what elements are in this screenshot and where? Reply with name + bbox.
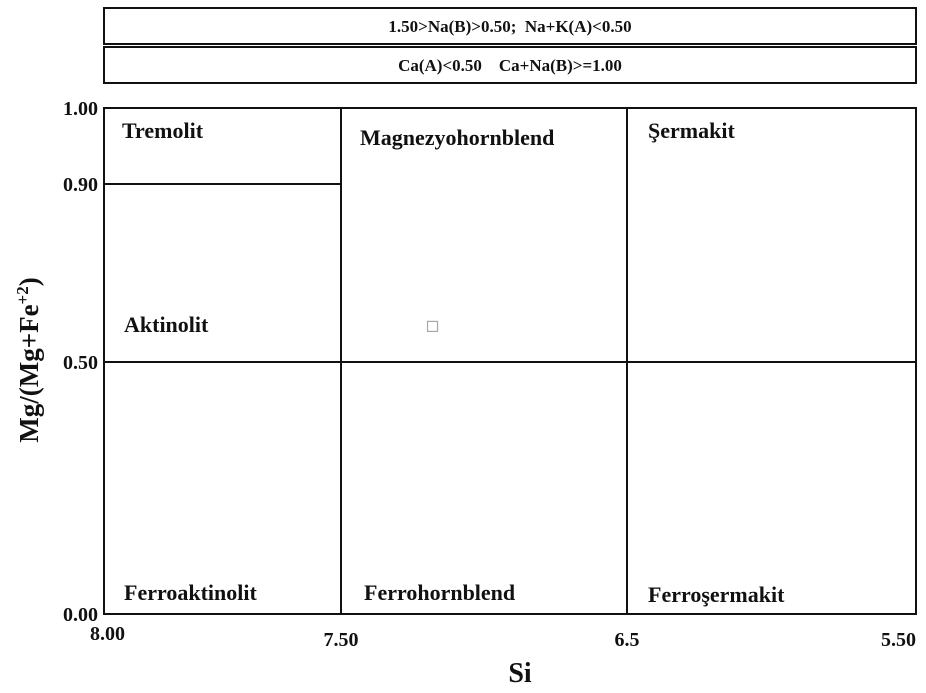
- x-tick-label: 7.50: [324, 629, 359, 651]
- y-axis-title: Mg/(Mg+Fe+2): [13, 277, 44, 443]
- field-label: Ferroşermakit: [648, 582, 785, 607]
- data-point: [426, 320, 439, 332]
- x-tick-label: 6.5: [615, 629, 640, 651]
- y-tick-label: 0.00: [63, 604, 98, 626]
- y-tick-label: 0.50: [63, 352, 98, 374]
- header-text: 1.50>Na(B)>0.50; Na+K(A)<0.50: [388, 17, 631, 36]
- x-tick-label: 5.50: [881, 629, 916, 651]
- y-axis-title-end: ): [14, 277, 44, 286]
- header-text: Ca(A)<0.50 Ca+Na(B)>=1.00: [398, 56, 622, 75]
- y-tick-label: 0.90: [63, 174, 98, 196]
- field-label: Magnezyohornblend: [360, 125, 554, 150]
- field-label: Şermakit: [648, 118, 735, 143]
- field-label: Ferrohornblend: [364, 580, 515, 605]
- field-label: Aktinolit: [124, 312, 209, 337]
- x-tick-label: 8.00: [90, 623, 125, 645]
- field-label: Ferroaktinolit: [124, 580, 257, 605]
- y-axis-title-main: Mg/(Mg+Fe: [14, 304, 44, 442]
- field-label: Tremolit: [122, 118, 204, 143]
- y-axis-title-sup: +2: [13, 286, 32, 304]
- y-tick-label: 1.00: [63, 98, 98, 120]
- header-box: [103, 7, 917, 45]
- header-box: [103, 46, 917, 84]
- x-axis-title: Si: [508, 658, 532, 689]
